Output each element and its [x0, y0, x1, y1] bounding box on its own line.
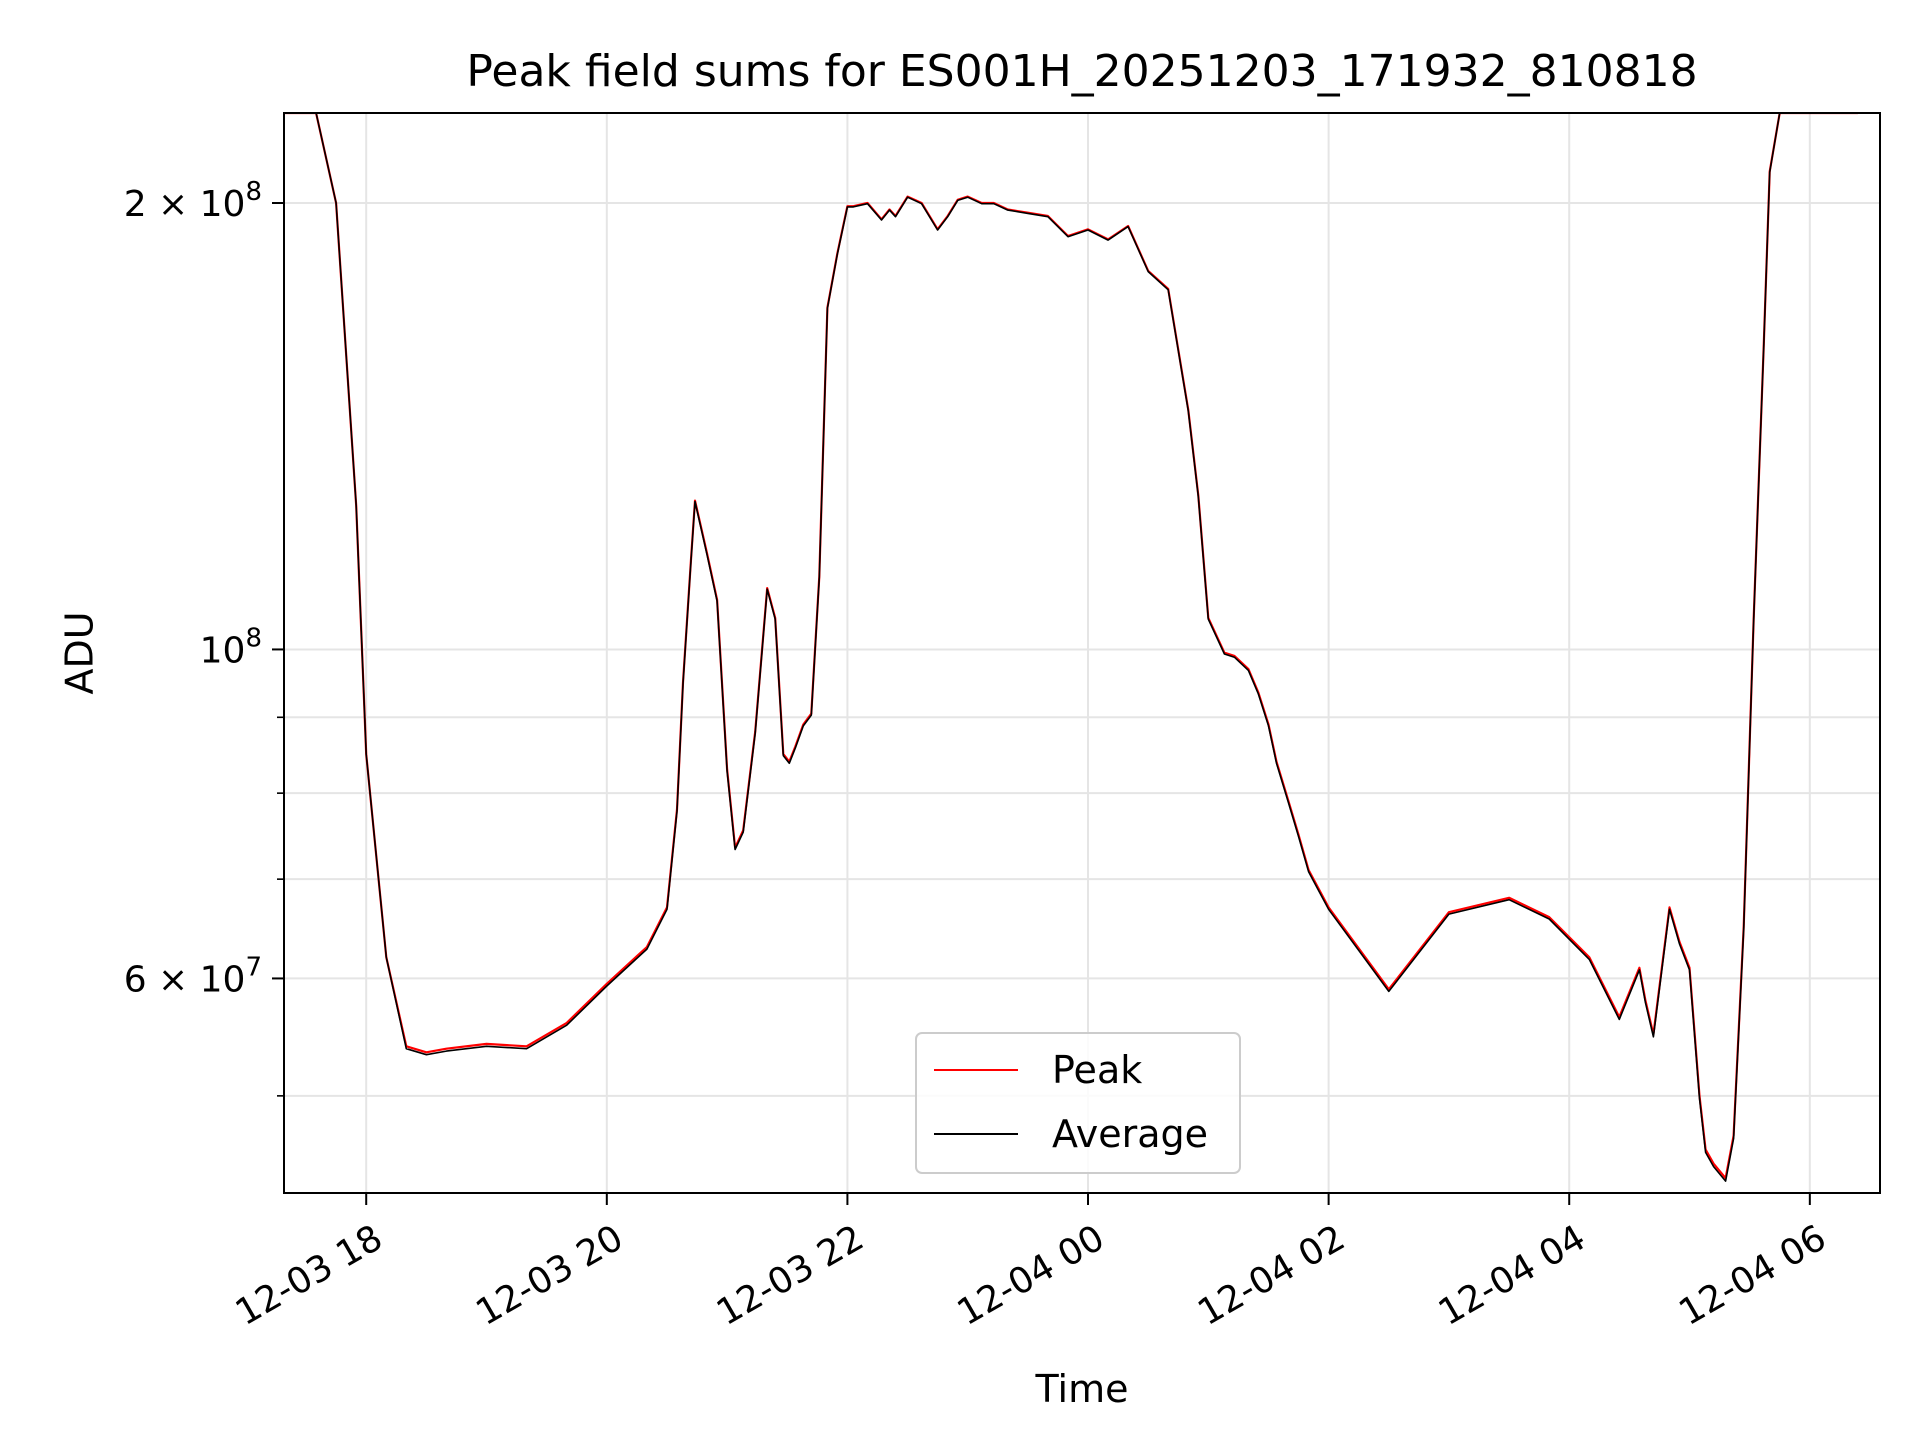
- grid: [284, 113, 1880, 1193]
- y-tick-mantissa: 6: [124, 959, 147, 1000]
- y-tick-label: 2 × 108: [124, 177, 262, 225]
- y-tick-times: × 10: [147, 959, 246, 1000]
- axes-frame: [283, 112, 1881, 1194]
- y-tick-exponent: 7: [245, 952, 262, 982]
- legend-box: [915, 1032, 1241, 1174]
- x-axis-label: Time: [1035, 1367, 1129, 1411]
- legend-label-peak: Peak: [1052, 1048, 1142, 1092]
- y-tick-exponent: 8: [245, 177, 262, 207]
- y-tick-label: 6 × 107: [124, 952, 262, 1000]
- legend: Peak Average: [915, 1032, 1241, 1174]
- chart-title: Peak field sums for ES001H_20251203_1719…: [466, 46, 1697, 97]
- y-tick-label: 108: [200, 623, 262, 671]
- legend-label-average: Average: [1052, 1112, 1208, 1156]
- y-tick-times: × 10: [147, 184, 246, 225]
- series-line-average: [284, 113, 1858, 1182]
- y-tick-exponent: 8: [245, 623, 262, 653]
- plot-lines: [284, 113, 1858, 1182]
- y-tick-base: 10: [200, 630, 246, 671]
- y-axis-label: ADU: [58, 611, 102, 694]
- y-tick-mantissa: 2: [124, 184, 147, 225]
